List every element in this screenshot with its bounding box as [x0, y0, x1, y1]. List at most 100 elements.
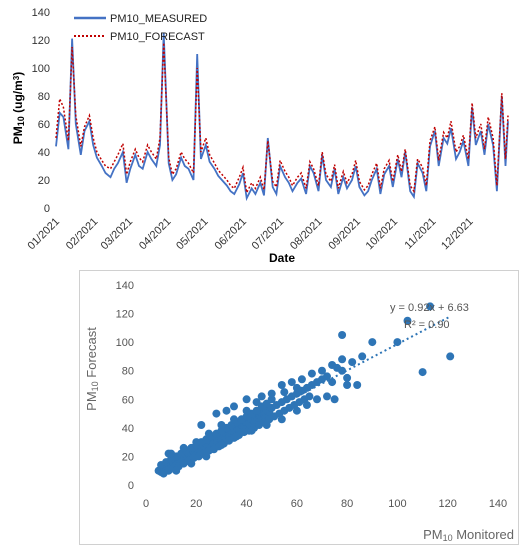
- x-tick-label: 120: [439, 498, 457, 510]
- x-tick-label: 05/2021: [174, 216, 211, 253]
- pm10-scatter-chart: 0 20 40 60 80 100 120 140 0 20 40 60 80 100 120 140 y = …: [84, 280, 514, 543]
- x-tick-label: 80: [341, 498, 353, 510]
- y-tick-label: 0: [44, 203, 50, 215]
- scatter-point: [230, 415, 238, 424]
- y-tick-label: 100: [116, 337, 134, 349]
- y-axis-title: PM10 Forecast: [84, 327, 100, 411]
- trendline-equation: y = 0.92x + 6.63: [390, 302, 469, 314]
- scatter-point: [426, 302, 435, 311]
- y-tick-label: 60: [122, 394, 134, 406]
- y-axis-title: PM10 (ug/m3): [11, 72, 26, 144]
- x-tick-label: 140: [489, 498, 507, 510]
- scatter-point: [172, 466, 181, 475]
- scatter-point: [348, 358, 357, 367]
- y-tick-label: 60: [38, 119, 50, 131]
- legend-label: PM10_MEASURED: [110, 13, 207, 25]
- x-tick-label: 10/2021: [364, 216, 401, 253]
- y-tick-label: 0: [128, 480, 134, 492]
- scatter-point: [217, 441, 226, 449]
- scatter-point: [358, 352, 367, 361]
- x-tick-label: 12/2021: [439, 216, 476, 253]
- x-tick-label: 11/2021: [403, 216, 439, 252]
- scatter-point: [257, 392, 266, 401]
- y-tick-label: 80: [38, 91, 50, 103]
- measured-series-line: [55, 32, 509, 202]
- x-tick-label: 60: [291, 498, 303, 510]
- scatter-point: [338, 355, 347, 364]
- scatter-point: [217, 421, 226, 429]
- forecast-series-line: [55, 42, 509, 196]
- legend: PM10_MEASURED PM10_FORECAST: [74, 13, 207, 43]
- scatter-point: [179, 443, 188, 452]
- scatter-point: [212, 409, 221, 418]
- scatter-point: [232, 432, 241, 441]
- x-tick-label: 04/2021: [137, 216, 174, 253]
- scatter-point: [267, 395, 276, 404]
- y-tick-label: 140: [116, 280, 134, 292]
- y-tick-label: 100: [32, 63, 50, 75]
- scatter-point: [343, 381, 352, 389]
- scatter-point: [204, 429, 213, 438]
- legend-label: PM10_FORECAST: [110, 31, 205, 43]
- scatter-point: [242, 395, 251, 404]
- scatter-point: [292, 383, 301, 392]
- y-tick-label: 120: [116, 309, 134, 321]
- scatter-point: [267, 389, 276, 398]
- scatter-point: [222, 406, 231, 415]
- scatter-point: [338, 366, 347, 375]
- scatter-point: [368, 338, 377, 347]
- y-tick-label: 20: [38, 175, 50, 187]
- y-tick-label: 40: [122, 423, 134, 435]
- scatter-point: [343, 373, 352, 382]
- scatter-point: [277, 381, 286, 389]
- scatter-point: [197, 421, 206, 429]
- y-tick-label: 120: [32, 35, 50, 47]
- scatter-point: [247, 426, 256, 435]
- y-tick-label: 20: [122, 451, 134, 463]
- x-tick-label: 01/2021: [26, 216, 63, 253]
- scatter-point: [323, 372, 331, 381]
- scatter-point: [287, 378, 296, 387]
- scatter-point: [328, 378, 337, 387]
- x-axis-title: PM10 Monitored: [423, 527, 514, 543]
- x-tick-label: 02/2021: [64, 216, 101, 253]
- scatter-chart-frame: 0 20 40 60 80 100 120 140 0 20 40 60 80 100 120 140 y = …: [79, 270, 519, 545]
- scatter-point: [252, 398, 261, 407]
- scatter-point: [305, 392, 314, 401]
- scatter-point: [330, 395, 339, 404]
- scatter-point: [192, 438, 201, 447]
- x-axis-title: Date: [269, 251, 295, 265]
- scatter-point: [277, 415, 286, 424]
- scatter-point: [418, 368, 427, 377]
- scatter-point: [338, 331, 347, 339]
- scatter-point: [353, 381, 362, 389]
- x-tick-label: 0: [143, 498, 149, 510]
- scatter-point: [187, 459, 196, 468]
- y-tick-label: 80: [122, 366, 134, 378]
- scatter-point: [328, 361, 337, 369]
- x-tick-label: 03/2021: [99, 216, 136, 253]
- x-tick-label: 100: [388, 498, 406, 510]
- scatter-point: [318, 366, 326, 375]
- scatter-point: [164, 449, 173, 458]
- scatter-point: [230, 402, 238, 411]
- scatter-point: [323, 392, 331, 401]
- x-tick-label: 40: [240, 498, 252, 510]
- scatter-point: [262, 421, 271, 429]
- scatter-point: [403, 316, 412, 325]
- scatter-point: [297, 375, 306, 384]
- x-tick-label: 20: [190, 498, 202, 510]
- scatter-point: [302, 401, 311, 409]
- scatter-point: [202, 452, 211, 461]
- y-tick-label: 40: [38, 147, 50, 159]
- scatter-point: [313, 395, 321, 404]
- r-squared-label: R² = 0.90: [404, 319, 450, 331]
- x-tick-label: 09/2021: [326, 216, 363, 253]
- x-tick-label: 08/2021: [288, 216, 325, 253]
- scatter-point: [280, 388, 289, 397]
- x-tick-label: 07/2021: [250, 216, 287, 253]
- scatter-point: [242, 406, 251, 415]
- y-tick-label: 140: [32, 7, 50, 19]
- scatter-point: [292, 406, 301, 415]
- scatter-point: [446, 352, 455, 361]
